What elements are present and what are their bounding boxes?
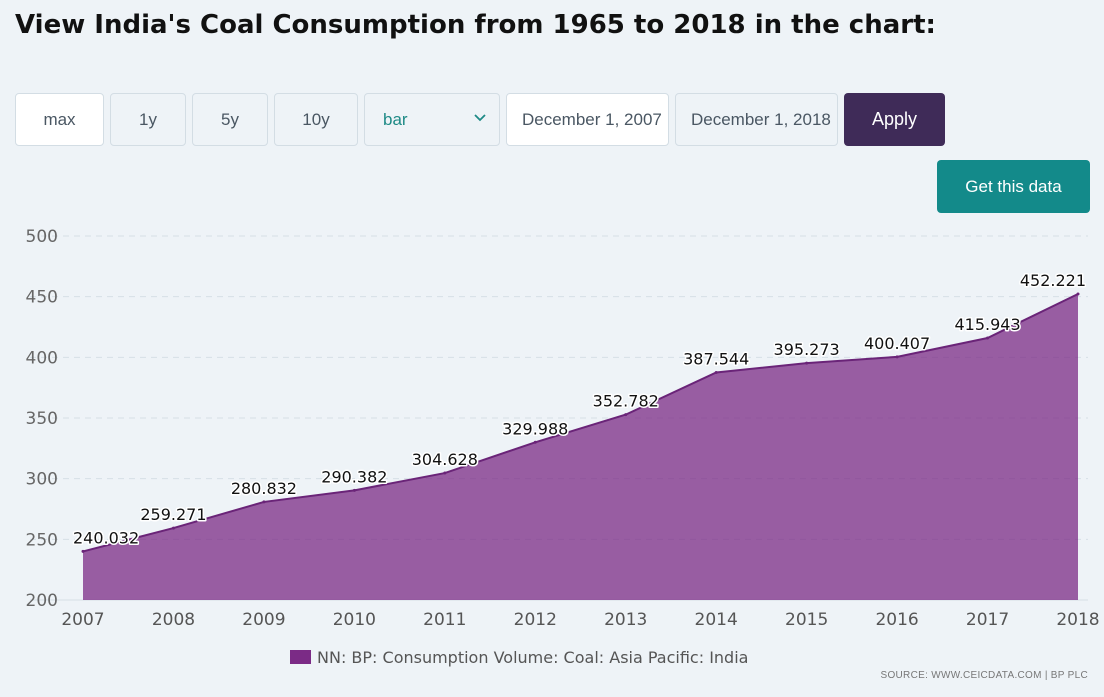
x-tick-label: 2007 <box>61 610 104 630</box>
x-tick-label: 2013 <box>604 610 647 630</box>
x-tick-label: 2011 <box>423 610 466 630</box>
series-line <box>82 293 1079 553</box>
x-tick-label: 2010 <box>333 610 376 630</box>
data-point <box>714 370 718 374</box>
data-label: 395.273 <box>774 340 840 359</box>
chart-type-selected: bar <box>383 109 408 129</box>
y-tick-label: 350 <box>26 409 58 429</box>
date-from-input[interactable]: December 1, 2007 <box>506 93 669 146</box>
page-title: View India's Coal Consumption from 1965 … <box>15 10 936 40</box>
legend-label: NN: BP: Consumption Volume: Coal: Asia P… <box>317 647 749 667</box>
x-tick-label: 2016 <box>875 610 918 630</box>
data-label: 400.407 <box>864 334 930 353</box>
data-point <box>533 440 537 444</box>
data-point <box>443 471 447 475</box>
data-point <box>895 355 899 359</box>
range-10y-button[interactable]: 10y <box>274 93 358 146</box>
x-tick-label: 2015 <box>785 610 828 630</box>
y-tick-label: 500 <box>26 227 58 247</box>
source-note: SOURCE: WWW.CEICDATA.COM | BP PLC <box>880 670 1088 681</box>
date-to-input[interactable]: December 1, 2018 <box>675 93 838 146</box>
data-label: 329.988 <box>502 419 568 438</box>
data-label: 240.032 <box>73 528 139 547</box>
data-point <box>81 549 85 553</box>
data-label: 352.782 <box>593 392 659 411</box>
apply-button[interactable]: Apply <box>844 93 945 146</box>
data-point <box>1076 292 1080 296</box>
y-tick-label: 250 <box>26 530 58 550</box>
data-point <box>262 500 266 504</box>
x-tick-label: 2008 <box>152 610 195 630</box>
y-tick-label: 400 <box>26 348 58 368</box>
range-1y-button[interactable]: 1y <box>110 93 186 146</box>
y-tick-label: 450 <box>26 288 58 308</box>
data-label: 304.628 <box>412 450 478 469</box>
data-label: 452.221 <box>1020 271 1086 290</box>
series-area <box>83 293 1078 600</box>
data-label: 387.544 <box>683 349 749 368</box>
chevron-down-icon <box>474 114 486 122</box>
y-tick-label: 300 <box>26 470 58 490</box>
data-point <box>352 488 356 492</box>
x-tick-label: 2009 <box>242 610 285 630</box>
x-tick-label: 2018 <box>1056 610 1099 630</box>
data-point <box>986 336 990 340</box>
chart-legend[interactable]: NN: BP: Consumption Volume: Coal: Asia P… <box>290 647 748 667</box>
range-max-button[interactable]: max <box>15 93 104 146</box>
x-tick-label: 2012 <box>514 610 557 630</box>
chart-type-select[interactable]: bar <box>364 93 500 146</box>
data-label: 259.271 <box>140 505 206 524</box>
data-point <box>171 526 175 530</box>
y-tick-label: 200 <box>26 591 58 611</box>
x-tick-label: 2014 <box>695 610 738 630</box>
data-point <box>805 361 809 365</box>
get-data-button[interactable]: Get this data <box>937 160 1090 213</box>
data-label: 415.943 <box>954 315 1020 334</box>
data-label: 280.832 <box>231 479 297 498</box>
legend-swatch <box>290 650 311 664</box>
x-tick-label: 2017 <box>966 610 1009 630</box>
range-5y-button[interactable]: 5y <box>192 93 268 146</box>
data-label: 290.382 <box>321 467 387 486</box>
data-point <box>624 413 628 417</box>
